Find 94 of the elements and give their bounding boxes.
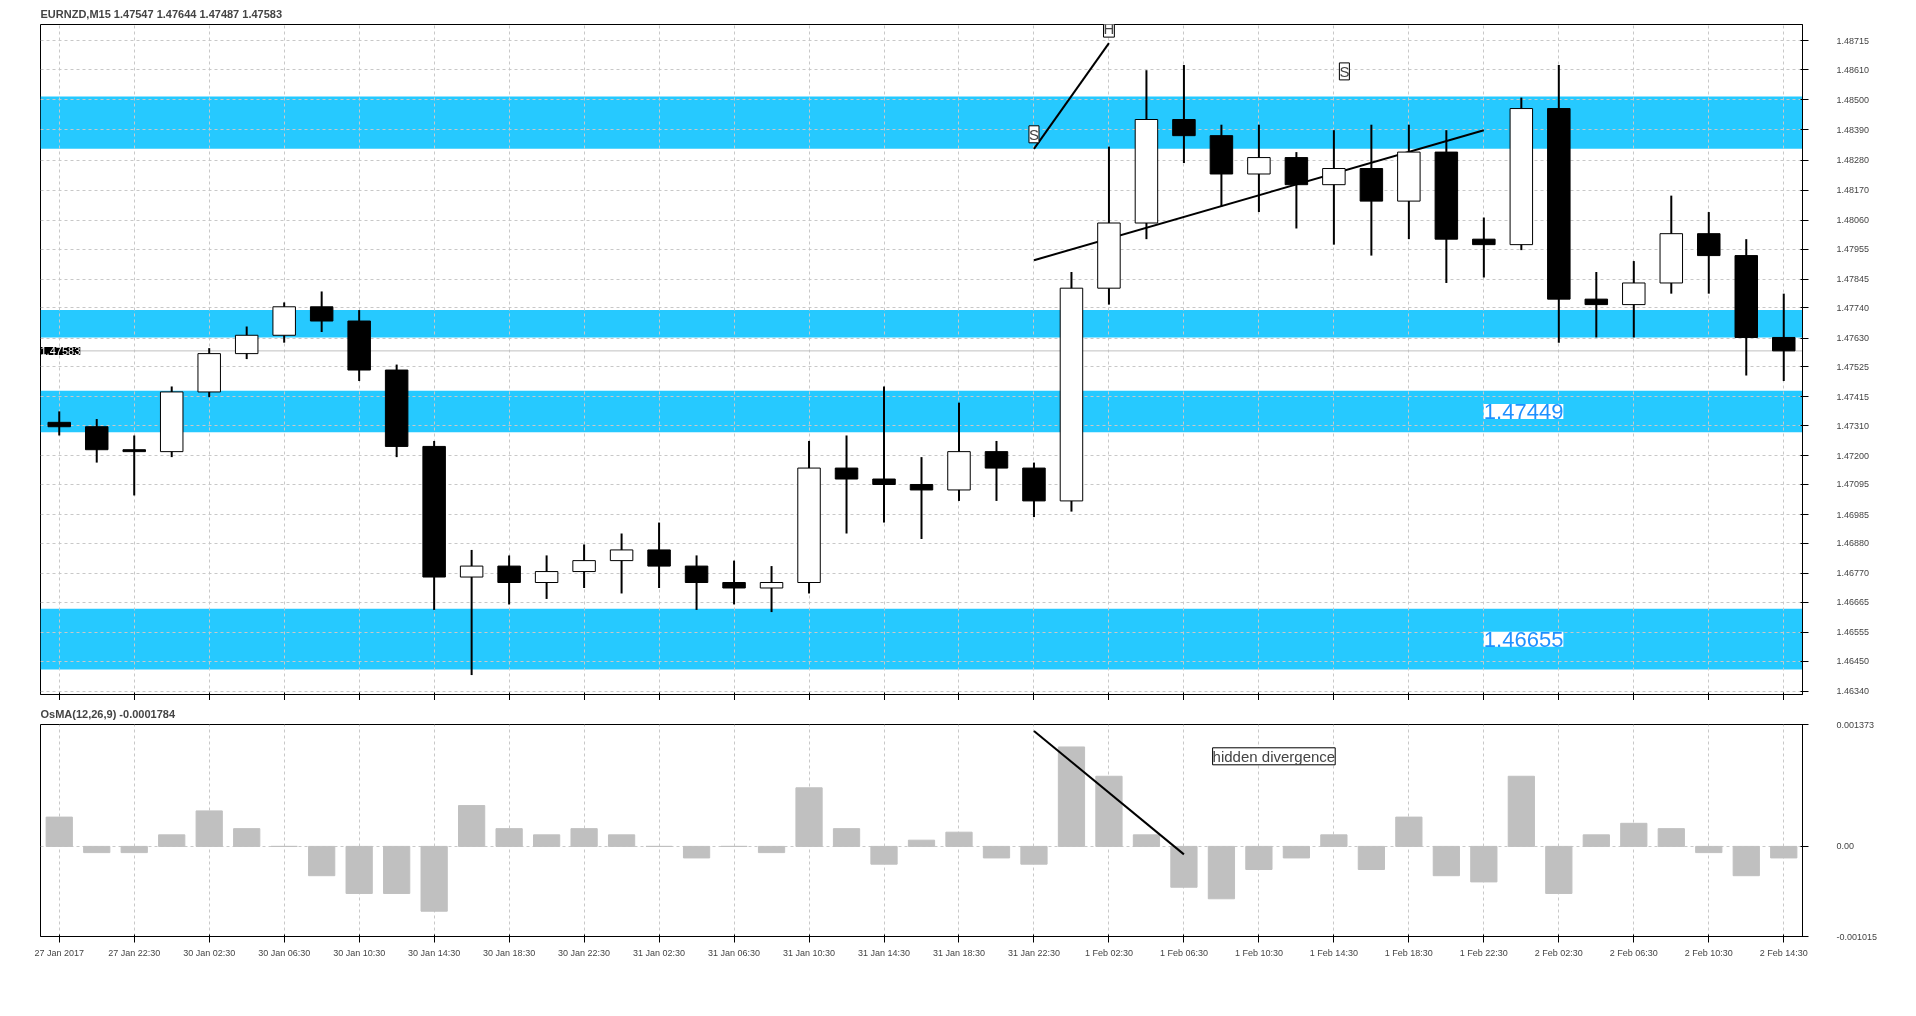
candlestick [984,439,1009,502]
annotation: S [1339,62,1350,80]
candlestick [1622,260,1646,339]
x-tick-label: 31 Jan 18:30 [932,947,986,958]
bar [532,834,561,847]
candlestick [459,548,484,677]
x-tick-label: 27 Jan 2017 [34,947,85,958]
bar [1732,845,1760,877]
candlestick [84,418,109,464]
x-tick-label: 1 Feb 18:30 [1384,947,1433,958]
candlestick [122,434,146,497]
x-tick-label: 30 Jan 06:30 [258,947,311,958]
candlestick [647,521,671,589]
candlestick [1584,271,1609,339]
y-tick-label: 1.46770 [1836,568,1870,579]
x-tick-label: 2 Feb 10:30 [1684,947,1733,958]
candlestick [722,559,746,606]
candlestick [609,532,634,595]
candlestick [572,543,596,589]
candlestick [872,385,896,524]
bar [1132,834,1161,847]
y-tick-label: 0.001373 [1836,719,1875,730]
x-tick-label: 30 Jan 18:30 [483,947,536,958]
candlestick [234,325,259,361]
y-tick-label: 1.46880 [1836,538,1870,549]
candlestick [534,554,559,600]
y-tick-label: 1.48060 [1836,215,1870,226]
y-tick-label: 1.47955 [1836,244,1870,255]
x-tick-label: 30 Jan 10:30 [333,947,386,958]
x-tick-label: 31 Jan 14:30 [857,947,911,958]
y-tick-label: 1.46555 [1836,627,1870,638]
candlestick [1697,211,1721,295]
bar [1582,834,1610,847]
candlestick [759,565,784,614]
y-tick-label: 1.47095 [1836,479,1870,490]
y-tick-label: 1.46985 [1836,509,1870,520]
y-tick-label: 1.47630 [1836,333,1870,344]
bar [682,845,711,859]
y-tick-label: 1.48610 [1836,64,1870,75]
x-tick-label: 27 Jan 22:30 [108,947,161,958]
candlestick [1172,64,1196,165]
candlestick [1772,292,1796,382]
bar [832,828,861,847]
x-tick-label: 31 Jan 22:30 [1007,947,1060,958]
y-tick-label: 1.48500 [1836,94,1870,105]
candlestick [309,290,334,333]
candlestick [834,434,859,535]
x-tick-label: 2 Feb 06:30 [1609,947,1658,958]
y-tick-label: -0.001015 [1836,931,1878,942]
candlestick [497,554,521,606]
x-tick-label: 1 Feb 02:30 [1084,947,1133,958]
x-tick-label: 1 Feb 14:30 [1309,947,1358,958]
y-tick-label: 1.47415 [1836,391,1870,402]
x-tick-label: 31 Jan 10:30 [783,947,836,958]
annotation: H [1103,20,1115,38]
y-tick-label: 1.47845 [1836,274,1870,285]
band-label: 1.47449 [1483,399,1564,425]
y-tick-label: 1.47310 [1836,420,1870,431]
x-tick-label: 1 Feb 10:30 [1234,947,1283,958]
y-tick-label: 1.48170 [1836,185,1870,196]
bar [982,845,1011,859]
x-tick-label: 30 Jan 14:30 [408,947,461,958]
band-label: 1.46655 [1483,626,1564,652]
x-tick-label: 30 Jan 02:30 [183,947,236,958]
x-tick-label: 31 Jan 06:30 [708,947,761,958]
annotation: hidden divergence [1212,747,1336,765]
bar [83,845,111,854]
x-tick-label: 2 Feb 14:30 [1759,947,1808,958]
y-tick-label: 1.46340 [1836,686,1870,697]
bar [1282,845,1311,859]
y-tick-label: 1.48390 [1836,124,1870,135]
x-tick-label: 2 Feb 02:30 [1534,947,1583,958]
candlestick [1472,216,1496,279]
y-tick-label: 1.48280 [1836,155,1870,166]
y-tick-label: 1.47525 [1836,361,1870,372]
chart-title: OsMA(12,26,9) -0.0001784 [40,707,176,720]
y-tick-label: 1.46450 [1836,656,1870,667]
candlestick [909,456,934,540]
x-tick-label: 31 Jan 02:30 [633,947,686,958]
bar [1432,845,1460,877]
ref-line-label: 1.47583 [40,344,81,357]
y-tick-label: 0.00 [1836,841,1855,852]
chart-title: EURNZD,M15 1.47547 1.47644 1.47487 1.47583 [40,7,283,20]
candlestick [47,410,71,437]
bar [383,845,411,894]
y-tick-label: 1.48715 [1836,35,1870,46]
x-tick-label: 1 Feb 22:30 [1459,947,1508,958]
y-tick-label: 1.47200 [1836,450,1870,461]
y-tick-label: 1.47740 [1836,302,1870,313]
bar [233,828,261,847]
candlestick [684,554,709,611]
y-tick-label: 1.46665 [1836,597,1870,608]
x-tick-label: 30 Jan 22:30 [558,947,611,958]
x-tick-label: 1 Feb 06:30 [1159,947,1208,958]
